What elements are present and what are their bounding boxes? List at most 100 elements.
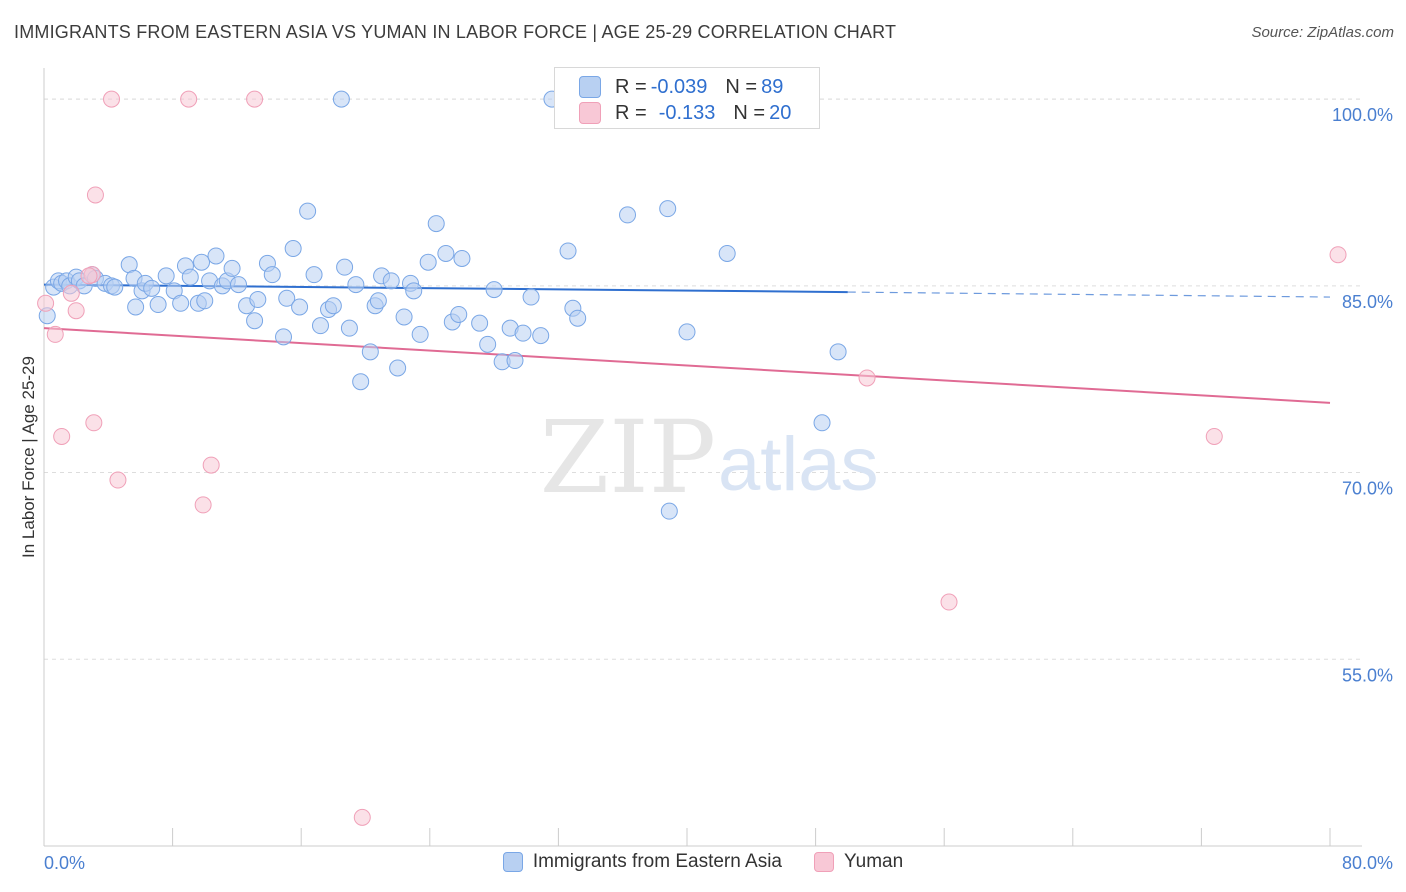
point-eastern-asia: [813, 414, 831, 432]
point-yuman: [353, 808, 371, 826]
point-eastern-asia: [347, 276, 365, 294]
point-eastern-asia: [332, 90, 350, 108]
axes: [43, 68, 1362, 847]
chart-legend: Immigrants from Eastern Asia Yuman: [0, 851, 1406, 873]
point-yuman: [180, 90, 198, 108]
r-label: R =: [615, 75, 647, 98]
point-eastern-asia: [223, 259, 241, 277]
r-value: -0.133: [658, 101, 716, 124]
legend-swatch-eastern-asia: [502, 852, 523, 872]
point-eastern-asia: [291, 298, 309, 316]
chart-source: Source: ZipAtlas.com: [1251, 24, 1394, 41]
legend-label-eastern-asia: Immigrants from Eastern Asia: [532, 851, 783, 872]
stats-row-yuman: R = -0.133 N = 20: [579, 100, 791, 126]
point-eastern-asia: [263, 266, 281, 284]
point-eastern-asia: [532, 327, 550, 345]
r-value: -0.039: [650, 75, 708, 98]
legend-entry-yuman[interactable]: Yuman: [814, 851, 903, 873]
chart-title: IMMIGRANTS FROM EASTERN ASIA VS YUMAN IN…: [14, 22, 897, 42]
point-eastern-asia: [207, 247, 225, 265]
point-eastern-asia: [275, 328, 293, 346]
point-eastern-asia: [324, 297, 342, 315]
point-eastern-asia: [299, 202, 317, 220]
point-eastern-asia: [829, 343, 847, 361]
point-eastern-asia: [559, 242, 577, 260]
point-eastern-asia: [249, 291, 267, 309]
point-eastern-asia: [382, 272, 400, 290]
point-eastern-asia: [471, 314, 489, 332]
y-tick-label: 55.0%: [1342, 665, 1393, 685]
point-eastern-asia: [405, 282, 423, 300]
y-tick-label: 85.0%: [1342, 292, 1393, 312]
point-yuman: [246, 90, 264, 108]
r-label: R =: [615, 101, 647, 124]
point-eastern-asia: [106, 278, 124, 296]
legend-entry-eastern-asia[interactable]: Immigrants from Eastern Asia: [502, 851, 783, 873]
trend-line-eastern-asia-projection: [847, 291, 1331, 298]
n-label: N =: [733, 101, 766, 124]
point-eastern-asia: [522, 288, 540, 306]
x-tick-label: 0.0%: [44, 853, 85, 873]
point-eastern-asia: [352, 373, 370, 391]
point-eastern-asia: [305, 266, 323, 284]
point-yuman: [86, 186, 104, 204]
y-axis-label: In Labor Force | Age 25-29: [19, 356, 38, 558]
point-yuman: [1205, 427, 1223, 445]
point-eastern-asia: [718, 244, 736, 262]
y-tick-label: 100.0%: [1332, 105, 1393, 125]
swatch-yuman: [579, 102, 601, 124]
x-tick-label: 80.0%: [1342, 853, 1393, 873]
point-yuman: [62, 284, 80, 302]
point-eastern-asia: [311, 317, 329, 335]
point-eastern-asia: [619, 206, 637, 224]
point-yuman: [53, 427, 71, 445]
point-eastern-asia: [336, 258, 354, 276]
point-yuman: [37, 294, 55, 312]
swatch-eastern-asia: [579, 76, 601, 98]
point-eastern-asia: [369, 292, 387, 310]
watermark: ZIP atlas: [540, 399, 879, 516]
point-yuman: [194, 496, 212, 514]
point-yuman: [109, 471, 127, 489]
watermark-zip: ZIP: [540, 399, 716, 516]
point-eastern-asia: [149, 296, 167, 314]
point-eastern-asia: [453, 249, 471, 267]
grid-lines: [44, 98, 1362, 660]
point-yuman: [103, 90, 121, 108]
point-eastern-asia: [427, 215, 445, 233]
point-eastern-asia: [230, 276, 248, 294]
point-eastern-asia: [284, 239, 302, 257]
point-eastern-asia: [196, 292, 214, 310]
point-yuman: [858, 369, 876, 387]
point-eastern-asia: [485, 281, 503, 299]
trend-lines: [43, 283, 1331, 404]
point-eastern-asia: [340, 319, 358, 337]
point-eastern-asia: [181, 268, 199, 286]
y-tick-label: 70.0%: [1342, 479, 1393, 499]
point-eastern-asia: [506, 352, 524, 370]
n-value: 20: [769, 101, 792, 124]
point-yuman: [67, 302, 85, 320]
point-eastern-asia: [659, 200, 677, 218]
point-eastern-asia: [193, 253, 211, 271]
point-eastern-asia: [278, 289, 296, 307]
trend-line-yuman: [43, 327, 1331, 404]
point-eastern-asia: [395, 308, 413, 326]
point-eastern-asia: [411, 325, 429, 343]
point-yuman: [85, 414, 103, 432]
legend-label-yuman: Yuman: [844, 851, 904, 872]
data-points: [37, 90, 1347, 826]
point-eastern-asia: [172, 294, 190, 312]
n-label: N =: [725, 75, 758, 98]
point-eastern-asia: [569, 309, 587, 327]
point-eastern-asia: [437, 244, 455, 262]
point-eastern-asia: [127, 298, 145, 316]
point-eastern-asia: [660, 502, 678, 520]
point-eastern-asia: [143, 279, 161, 297]
point-eastern-asia: [389, 359, 407, 377]
point-eastern-asia: [361, 343, 379, 361]
point-yuman: [202, 456, 220, 474]
point-eastern-asia: [157, 267, 175, 285]
watermark-atlas: atlas: [718, 422, 879, 507]
